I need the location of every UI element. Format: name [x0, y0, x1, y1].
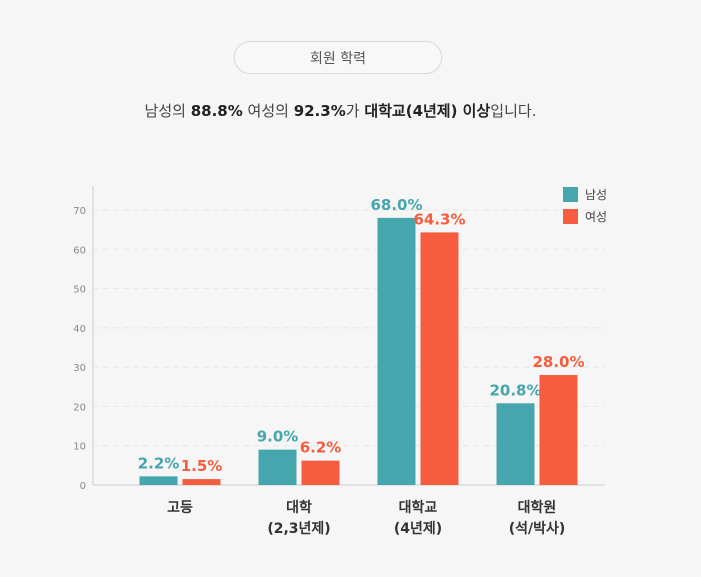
x-category-label-line: (석/박사): [508, 521, 566, 537]
section-title-pill: 회원 학력: [234, 41, 442, 74]
bar-female: [420, 232, 459, 485]
section-title: 회원 학력: [310, 50, 366, 67]
legend-swatch: [563, 187, 578, 202]
y-tick-label: 0: [80, 481, 86, 492]
y-tick-label: 60: [73, 245, 86, 256]
y-tick-label: 50: [73, 285, 86, 296]
x-category-label: 대학원 (석/박사): [482, 498, 592, 540]
y-tick-label: 20: [73, 402, 86, 413]
summary-part: 여성의: [242, 102, 294, 120]
legend-label: 남성: [585, 188, 607, 202]
bar-female: [301, 460, 340, 485]
bar-male: [258, 449, 297, 485]
data-label-male: 9.0%: [257, 428, 299, 446]
summary-part: 남성의: [144, 102, 191, 120]
x-category-label-line: (4년제): [393, 521, 443, 537]
data-label-male: 68.0%: [370, 196, 422, 214]
data-label-female: 64.3%: [413, 210, 465, 228]
x-category-label: 대학교 (4년제): [363, 498, 473, 540]
x-category-label: 대학 (2,3년제): [244, 498, 354, 540]
summary-highlight: 대학교(4년제) 이상: [364, 102, 491, 120]
x-category-label-line: 대학교: [398, 500, 438, 516]
bar-female: [539, 375, 578, 485]
y-tick-label: 10: [73, 442, 86, 453]
y-tick-label: 70: [73, 206, 86, 217]
legend-label: 여성: [585, 210, 607, 224]
x-category-label-line: (2,3년제): [267, 521, 331, 537]
bar-female: [182, 479, 221, 485]
y-tick-label: 40: [73, 324, 86, 335]
x-category-label-line: 대학원: [517, 500, 557, 516]
x-category-label-line: 고등: [167, 500, 193, 516]
bar-male: [139, 476, 178, 485]
data-label-male: 2.2%: [138, 454, 180, 472]
legend-swatch: [563, 209, 578, 224]
y-tick-label: 30: [73, 363, 86, 374]
summary-part: 가: [345, 102, 365, 120]
data-label-female: 6.2%: [300, 439, 342, 457]
x-category-label-line: 대학: [286, 500, 312, 516]
x-category-label: 고등: [125, 498, 235, 519]
female-percentage: 92.3%: [293, 102, 346, 120]
data-label-female: 28.0%: [532, 353, 584, 371]
bar-male: [377, 217, 416, 485]
bar-male: [496, 403, 535, 485]
male-percentage: 88.8%: [190, 102, 243, 120]
summary-text: 남성의 88.8% 여성의 92.3%가 대학교(4년제) 이상입니다.: [0, 100, 681, 121]
data-label-male: 20.8%: [489, 381, 541, 399]
data-label-female: 1.5%: [181, 457, 223, 475]
summary-part: 입니다.: [490, 102, 537, 120]
